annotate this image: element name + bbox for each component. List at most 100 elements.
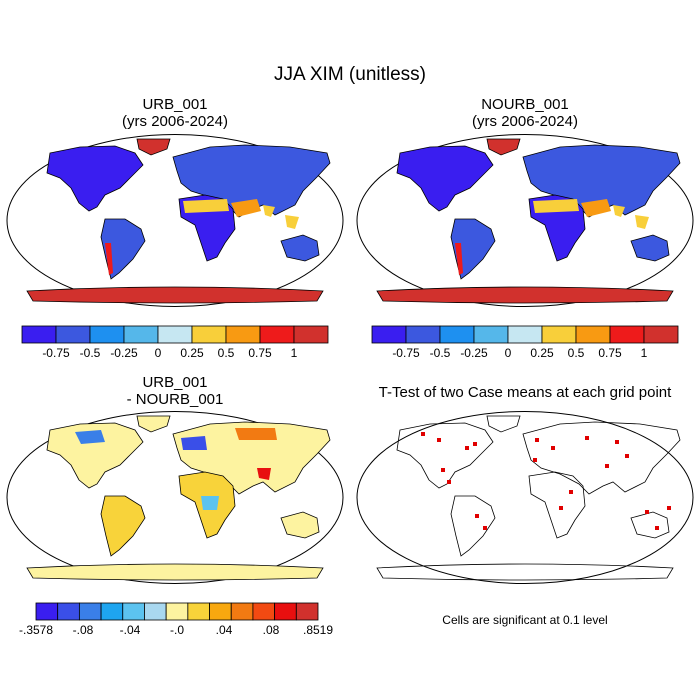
colorbar-tick-label: 0.25 <box>530 346 554 360</box>
land-australia <box>280 511 320 539</box>
colorbar-tick-label: -0.75 <box>42 346 70 360</box>
colorbar-tick-label: 0.5 <box>218 346 235 360</box>
colorbar-bin <box>157 325 193 344</box>
colorbar-bin <box>609 325 645 344</box>
diff-patch-europe <box>181 436 207 450</box>
colorbar-bin <box>187 602 210 621</box>
land-north-america <box>46 422 144 489</box>
arabia-band <box>581 199 611 217</box>
colorbar-tick-label: -.3578 <box>19 623 53 637</box>
figure-title: JJA XIM (unitless) <box>273 64 427 85</box>
panel-diff-title: URB_001 - NOURB_001 <box>20 374 330 408</box>
colorbar-bin <box>473 325 509 344</box>
land-australia <box>280 234 320 262</box>
colorbar-bin <box>55 325 91 344</box>
panel-urb-title-line2: (yrs 2006-2024) <box>122 113 228 130</box>
sahara-band <box>533 199 579 213</box>
colorbar-bin <box>295 602 319 621</box>
land-europe-asia <box>522 421 681 495</box>
panel-urb-title: URB_001 (yrs 2006-2024) <box>20 96 330 130</box>
diff-patch-africa <box>201 496 219 510</box>
colorbar-bin <box>293 325 329 344</box>
land-north-america <box>46 145 144 212</box>
panel-diff-title-line1: URB_001 <box>142 374 208 391</box>
land-africa <box>528 471 586 539</box>
significant-cell <box>585 436 589 440</box>
map-diff <box>6 411 344 584</box>
colorbar-tick-label: .8519 <box>303 623 333 637</box>
significant-cell <box>625 454 629 458</box>
arabia-band <box>231 199 261 217</box>
panel-nourb-title: NOURB_001 (yrs 2006-2024) <box>370 96 680 130</box>
colorbar-tick-label: -0.5 <box>80 346 101 360</box>
significant-cell <box>447 480 451 484</box>
land-north-america <box>396 145 494 212</box>
land-australia <box>630 511 670 539</box>
colorbar-bin <box>371 325 407 344</box>
colorbar-bin <box>191 325 227 344</box>
colorbar-bin <box>439 325 475 344</box>
colorbar-tick-label: -0.5 <box>430 346 451 360</box>
land-antarctica <box>26 563 324 581</box>
colorbar-bin <box>643 325 679 344</box>
land-greenland <box>136 138 171 156</box>
map-border <box>356 411 694 584</box>
panel-nourb-title-line1: NOURB_001 <box>481 96 569 113</box>
significant-cell <box>535 438 539 442</box>
significant-cell <box>551 446 555 450</box>
significant-cell <box>533 458 537 462</box>
colorbar-bin <box>144 602 167 621</box>
colorbar-tick-label: -0.25 <box>460 346 488 360</box>
panel-diff-title-line2: - NOURB_001 <box>126 391 224 408</box>
map-ttest <box>356 411 694 584</box>
colorbar-tick-label: .08 <box>263 623 280 637</box>
colorbar-bin <box>274 602 297 621</box>
land-antarctica <box>26 286 324 304</box>
colorbar-bin <box>35 602 59 621</box>
panel-urb-title-line1: URB_001 <box>142 96 208 113</box>
colorbar-tick-label: -.08 <box>73 623 94 637</box>
colorbar-bin <box>78 602 102 621</box>
colorbar-bin <box>123 325 159 344</box>
colorbar-tick-label: -0.75 <box>392 346 420 360</box>
colorbar-tick-label: .04 <box>216 623 233 637</box>
colorbar-bin <box>165 602 189 621</box>
land-north-america <box>396 422 494 489</box>
land-australia <box>630 234 670 262</box>
colorbar-diff: -.3578 -.08 -.04 -.0 .04 .08 .8519 <box>19 602 333 637</box>
land-south-america <box>100 495 146 557</box>
land-south-america <box>450 495 496 557</box>
india-patch <box>263 205 275 217</box>
land-europe-asia <box>522 144 681 218</box>
colorbar-tick-label: 0.75 <box>598 346 622 360</box>
land-greenland <box>136 415 171 433</box>
colorbar-tick-label: -0.25 <box>110 346 138 360</box>
colorbar-bin <box>122 602 145 621</box>
andes-strip <box>105 243 113 275</box>
land-europe-asia <box>172 421 331 495</box>
panel-nourb-title-line2: (yrs 2006-2024) <box>472 113 578 130</box>
significant-cell <box>437 438 441 442</box>
colorbar-tick-label: 1 <box>641 346 648 360</box>
colorbar-bin <box>225 325 261 344</box>
map-urb <box>6 134 344 307</box>
significant-cell <box>559 506 563 510</box>
diff-patch-canada <box>75 430 105 444</box>
significant-cell <box>667 506 671 510</box>
significant-cell <box>473 442 477 446</box>
land-antarctica <box>376 563 674 581</box>
colorbar-nourb: -0.75 -0.5 -0.25 0 0.25 0.5 0.75 1 <box>371 325 679 360</box>
land-antarctica <box>376 286 674 304</box>
se-asia-patch <box>635 215 649 229</box>
india-patch <box>613 205 625 217</box>
panel-ttest-title: T-Test of two Case means at each grid po… <box>378 384 672 401</box>
colorbar-bin <box>575 325 611 344</box>
colorbar-tick-label: 1 <box>291 346 298 360</box>
significant-cell <box>483 526 487 530</box>
colorbar-tick-label: 0 <box>155 346 162 360</box>
ttest-footnote: Cells are significant at 0.1 level <box>442 613 608 627</box>
significant-cell <box>569 490 573 494</box>
significant-cell <box>441 468 445 472</box>
land-greenland <box>486 415 521 433</box>
colorbar-bin <box>541 325 577 344</box>
